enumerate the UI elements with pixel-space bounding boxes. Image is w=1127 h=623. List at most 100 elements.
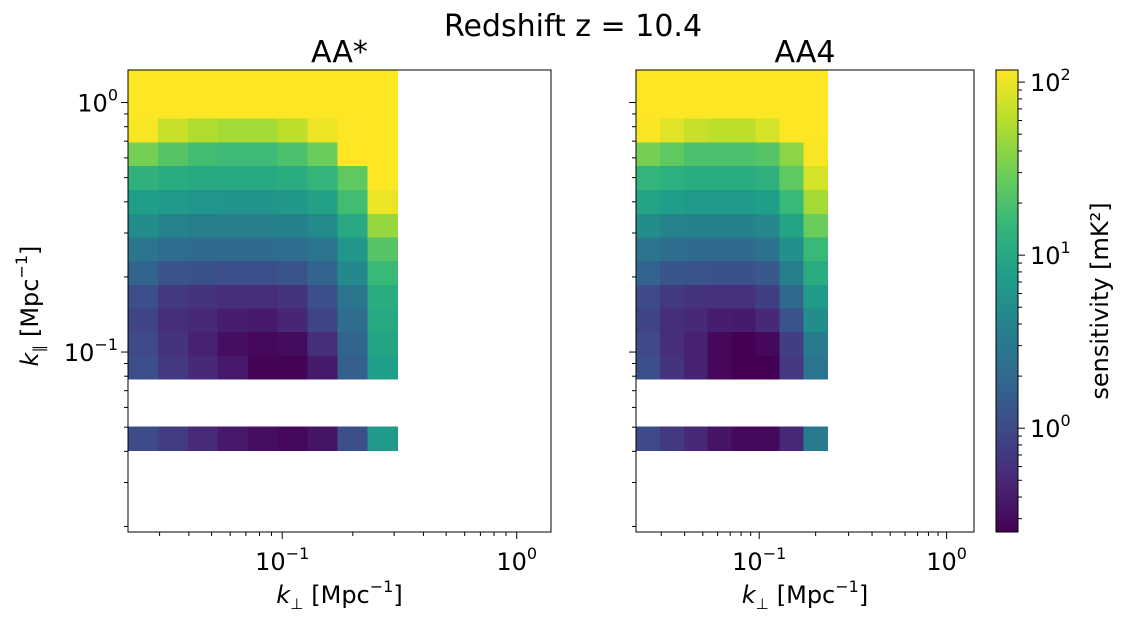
y-tick-base: 10 — [64, 339, 95, 367]
heatmap-cell — [659, 426, 685, 451]
heatmap-cell — [779, 355, 804, 380]
y-tick-base: 10 — [77, 90, 108, 118]
heatmap-cell — [731, 236, 757, 261]
heatmap-cell — [755, 308, 780, 332]
heatmap-cell — [803, 331, 828, 356]
heatmap-cell — [187, 426, 219, 451]
heatmap-cell — [659, 213, 685, 238]
heatmap-cell — [367, 70, 399, 95]
heatmap-cell — [247, 94, 279, 119]
heatmap-cell — [187, 118, 219, 143]
heatmap-cell — [337, 426, 369, 451]
heatmap-cell — [683, 213, 709, 238]
heatmap-cell — [277, 213, 308, 238]
heatmap-cell — [779, 260, 804, 285]
heatmap-cell — [157, 118, 189, 143]
heatmap-cell — [755, 284, 780, 309]
heatmap-cell — [157, 141, 189, 167]
heatmap-cell — [337, 118, 369, 143]
heatmap-cell — [779, 141, 804, 167]
heatmap-cell — [128, 141, 159, 167]
heatmap-cell — [755, 141, 780, 167]
heatmap-cell — [217, 308, 249, 332]
axes-frame — [127, 69, 552, 533]
heatmap-cell — [247, 284, 279, 309]
heatmap-cell — [683, 308, 709, 332]
heatmap-cell — [803, 189, 828, 214]
heatmap-cell — [636, 118, 661, 143]
heatmap-cell — [307, 355, 339, 380]
heatmap-cell — [337, 213, 369, 238]
colorbar-tick-base: 10 — [1030, 242, 1061, 270]
colorbar-label: sensitivity [mK²] — [1086, 202, 1114, 399]
heatmap-cell — [277, 308, 308, 332]
heatmap-cell — [707, 260, 733, 285]
heatmap-cell — [659, 94, 685, 119]
heatmap-cell — [636, 284, 661, 309]
heatmap-cell — [683, 355, 709, 380]
heatmap-cell — [337, 141, 369, 167]
colorbar-tick-label: 102 — [1030, 65, 1071, 97]
heatmap-cell — [755, 355, 780, 380]
heatmap-cell — [217, 260, 249, 285]
x-label-unit-exponent: −1 — [835, 577, 859, 596]
x-tick-exponent: −1 — [286, 544, 310, 563]
heatmap-cell — [247, 236, 279, 261]
heatmap-cell — [187, 165, 219, 190]
heatmap-cell — [307, 236, 339, 261]
heatmap-cell — [659, 308, 685, 332]
heatmap-cell — [367, 94, 399, 119]
heatmap-cell — [803, 284, 828, 309]
heatmap-cell — [731, 213, 757, 238]
y-label-unit: [Mpc — [16, 279, 44, 338]
heatmap-cell — [157, 355, 189, 380]
heatmap-cell — [157, 94, 189, 119]
heatmap-cell — [755, 260, 780, 285]
heatmap-cell — [247, 165, 279, 190]
heatmap-cell — [683, 165, 709, 190]
colorbar-tick-exponent: 0 — [1061, 411, 1071, 430]
heatmap-cell — [247, 260, 279, 285]
y-tick-exponent: 0 — [108, 86, 118, 105]
heatmap-cell — [803, 236, 828, 261]
x-label-subscript: ⊥ — [756, 595, 769, 613]
heatmap-cell — [707, 426, 733, 451]
x-axis-label: k⊥ [Mpc−1] — [276, 577, 402, 613]
heatmap-cell — [779, 284, 804, 309]
colorbar-tick-base: 10 — [1030, 415, 1061, 443]
heatmap-cell — [217, 331, 249, 356]
heatmap-cell — [755, 213, 780, 238]
heatmap-cell — [187, 94, 219, 119]
x-label-unit: [Mpc — [311, 581, 370, 609]
heatmap-cell — [731, 189, 757, 214]
heatmap-cell — [659, 189, 685, 214]
heatmap-cell — [277, 426, 308, 451]
heatmap-cell — [636, 260, 661, 285]
heatmap-cell — [187, 284, 219, 309]
heatmap-cell — [659, 331, 685, 356]
figure-suptitle: Redshift z = 10.4 — [444, 9, 702, 44]
heatmap-cell — [187, 70, 219, 95]
y-label-symbol: k — [16, 351, 44, 366]
heatmap-cell — [779, 426, 804, 451]
heatmap-cell — [755, 94, 780, 119]
heatmap-cell — [659, 118, 685, 143]
heatmap-cell — [337, 355, 369, 380]
y-axis-label: k∥ [Mpc−1] — [12, 246, 48, 367]
x-label-subscript: ⊥ — [290, 595, 303, 613]
heatmap-cell — [247, 426, 279, 451]
heatmap-cell — [128, 189, 159, 214]
heatmap-cell — [707, 165, 733, 190]
heatmap-cell — [307, 426, 339, 451]
heatmap-cell — [731, 94, 757, 119]
heatmap-cell — [307, 141, 339, 167]
heatmap-cell — [755, 236, 780, 261]
y-tick-exponent: −1 — [94, 335, 118, 354]
heatmap-cell — [217, 213, 249, 238]
heatmap-cell — [277, 355, 308, 380]
heatmap-cell — [247, 141, 279, 167]
heatmap-cell — [367, 284, 399, 309]
heatmap-cell — [779, 213, 804, 238]
